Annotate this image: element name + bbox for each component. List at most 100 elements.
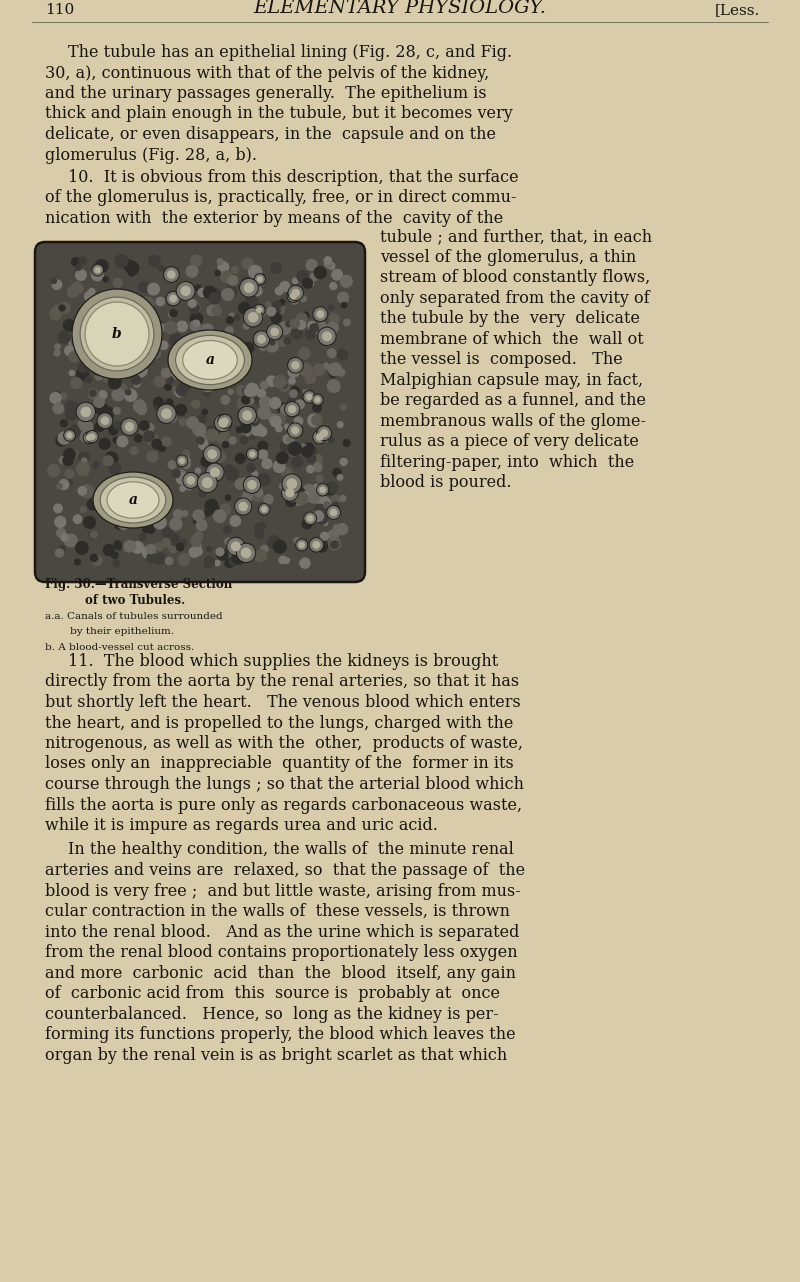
Circle shape xyxy=(149,436,154,441)
Circle shape xyxy=(330,370,336,378)
Circle shape xyxy=(154,323,163,333)
Circle shape xyxy=(331,541,338,549)
Circle shape xyxy=(66,412,70,417)
Circle shape xyxy=(293,388,302,399)
Circle shape xyxy=(90,531,98,538)
Circle shape xyxy=(326,505,341,519)
Text: arteries and veins are  relaxed, so  that the passage of  the: arteries and veins are relaxed, so that … xyxy=(45,862,525,879)
Circle shape xyxy=(319,486,326,494)
Circle shape xyxy=(168,312,174,318)
Circle shape xyxy=(304,512,317,524)
Circle shape xyxy=(54,504,62,513)
Circle shape xyxy=(290,449,297,456)
Circle shape xyxy=(82,458,87,463)
Text: Malpighian capsule may, in fact,: Malpighian capsule may, in fact, xyxy=(380,372,643,388)
Circle shape xyxy=(54,350,60,356)
Circle shape xyxy=(181,540,186,545)
Circle shape xyxy=(124,260,135,272)
Circle shape xyxy=(287,290,300,303)
Circle shape xyxy=(278,322,290,335)
Circle shape xyxy=(53,403,64,414)
Circle shape xyxy=(314,504,326,515)
Circle shape xyxy=(297,313,307,323)
Circle shape xyxy=(279,483,285,488)
Circle shape xyxy=(225,465,234,474)
Circle shape xyxy=(309,537,324,553)
Circle shape xyxy=(71,378,82,388)
Text: b. A blood-vessel cut across.: b. A blood-vessel cut across. xyxy=(45,644,194,653)
Circle shape xyxy=(60,392,66,399)
Text: 110: 110 xyxy=(45,3,74,17)
Circle shape xyxy=(89,433,96,440)
Circle shape xyxy=(110,309,118,318)
Circle shape xyxy=(280,282,290,291)
Text: a.a. Canals of tubules surrounded: a.a. Canals of tubules surrounded xyxy=(45,612,222,620)
Circle shape xyxy=(94,267,101,273)
Circle shape xyxy=(318,496,330,509)
Circle shape xyxy=(143,350,150,358)
Circle shape xyxy=(327,379,340,392)
Text: rulus as a piece of very delicate: rulus as a piece of very delicate xyxy=(380,433,639,450)
Circle shape xyxy=(162,496,171,505)
Circle shape xyxy=(169,368,180,379)
Circle shape xyxy=(55,549,63,556)
Circle shape xyxy=(78,487,86,495)
Circle shape xyxy=(124,329,136,342)
Circle shape xyxy=(65,346,74,355)
Circle shape xyxy=(299,444,306,451)
Circle shape xyxy=(203,445,221,463)
Circle shape xyxy=(186,483,193,490)
Circle shape xyxy=(301,296,306,301)
Circle shape xyxy=(180,486,186,491)
Circle shape xyxy=(328,437,334,442)
Circle shape xyxy=(239,415,250,426)
Circle shape xyxy=(72,288,162,379)
Circle shape xyxy=(331,313,336,318)
Circle shape xyxy=(286,322,291,327)
Circle shape xyxy=(212,306,222,315)
Circle shape xyxy=(331,538,337,544)
Circle shape xyxy=(248,420,255,428)
Circle shape xyxy=(166,377,174,383)
Circle shape xyxy=(291,297,298,304)
Circle shape xyxy=(192,474,202,485)
Circle shape xyxy=(291,427,299,435)
Circle shape xyxy=(283,435,292,444)
Circle shape xyxy=(192,269,198,274)
Circle shape xyxy=(142,297,154,310)
Text: filtering-paper, into  which  the: filtering-paper, into which the xyxy=(380,454,634,470)
Circle shape xyxy=(176,390,183,397)
Circle shape xyxy=(118,519,129,529)
Circle shape xyxy=(120,344,130,354)
Circle shape xyxy=(198,379,202,385)
Circle shape xyxy=(280,441,290,451)
Circle shape xyxy=(72,424,78,431)
Circle shape xyxy=(114,408,120,414)
Circle shape xyxy=(316,310,325,318)
Text: [Less.: [Less. xyxy=(714,3,760,17)
Circle shape xyxy=(82,331,94,344)
Circle shape xyxy=(163,267,179,282)
Circle shape xyxy=(195,285,201,291)
Circle shape xyxy=(137,405,146,414)
Circle shape xyxy=(154,399,165,410)
Circle shape xyxy=(167,271,176,279)
Circle shape xyxy=(247,477,259,488)
Circle shape xyxy=(154,542,162,550)
Circle shape xyxy=(250,417,259,426)
Circle shape xyxy=(221,356,228,364)
Circle shape xyxy=(238,479,246,487)
Circle shape xyxy=(142,318,150,326)
Circle shape xyxy=(292,456,302,467)
Circle shape xyxy=(325,260,332,268)
Circle shape xyxy=(180,374,189,382)
Circle shape xyxy=(102,406,114,419)
Circle shape xyxy=(182,458,190,465)
Text: of  carbonic acid from  this  source is  probably at  once: of carbonic acid from this source is pro… xyxy=(45,985,500,1003)
Circle shape xyxy=(123,504,135,515)
Circle shape xyxy=(309,324,319,335)
Circle shape xyxy=(297,320,306,329)
Circle shape xyxy=(130,315,142,327)
Circle shape xyxy=(313,429,326,444)
Circle shape xyxy=(274,376,286,388)
